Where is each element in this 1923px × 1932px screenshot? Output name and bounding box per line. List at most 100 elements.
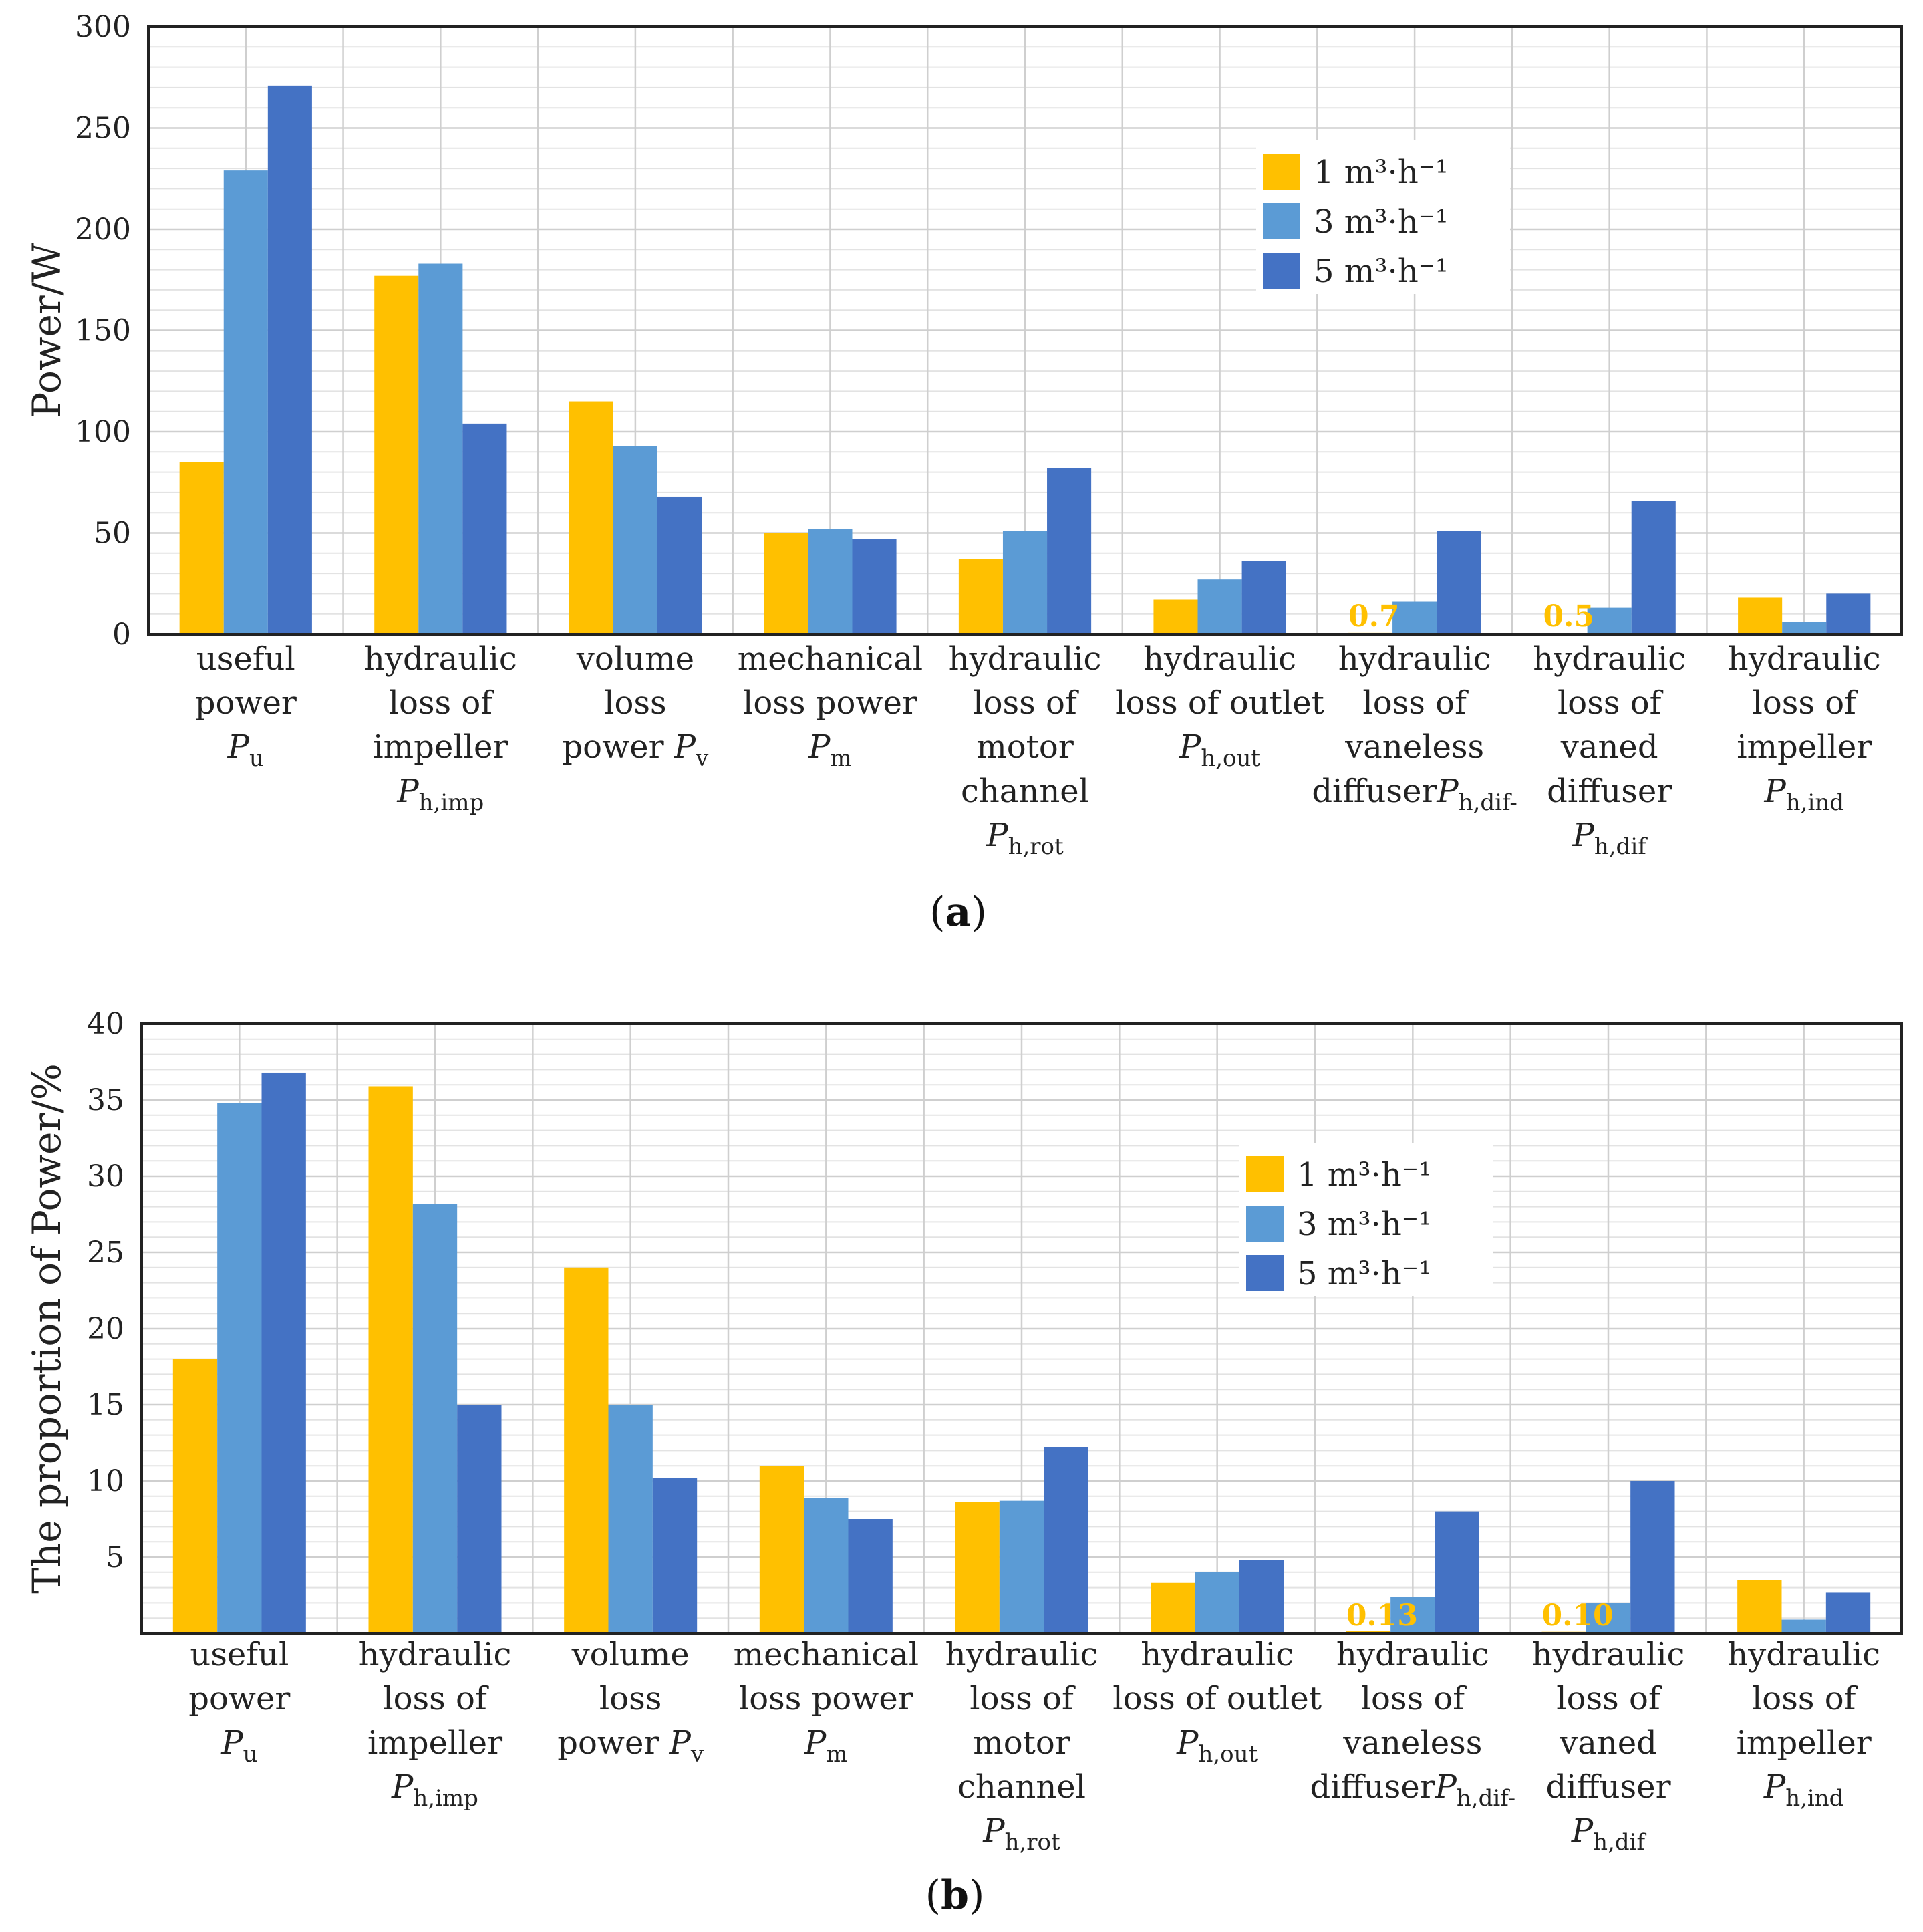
y-tick-label: 50	[94, 517, 131, 551]
category-label-6: hydraulic loss of vaneless diffuserPh,dif-	[1310, 1636, 1516, 1812]
bar-series2-cat8	[1826, 593, 1871, 634]
category-label-line: hydraulic	[364, 640, 517, 678]
category-label-2: volume loss power Pv	[557, 1636, 704, 1768]
category-label-line: hydraulic	[1532, 1636, 1685, 1673]
category-label-symbol: Pm	[808, 728, 852, 772]
category-label-line: loss of	[1556, 1680, 1662, 1717]
bar-series0-cat0	[172, 1359, 218, 1633]
bar-series2-cat0	[267, 85, 312, 635]
category-label-line: useful	[190, 1636, 289, 1673]
bar-series2-cat6	[1435, 1511, 1479, 1633]
y-tick-label: 150	[75, 314, 131, 348]
panel-label: (a)	[929, 889, 987, 936]
category-label-symbol: Ph,ind	[1763, 1768, 1844, 1812]
category-label-line: mechanical	[738, 640, 923, 678]
category-label-line: hydraulic	[1336, 1636, 1489, 1673]
category-label-line: mechanical	[734, 1636, 919, 1673]
chart-panel-b: 0.13 0.10 5 10 15 20 25 30 35 40 The proportion of…	[24, 1007, 1903, 1919]
category-label-line: channel	[961, 773, 1089, 810]
category-label-line: diffuser	[1547, 773, 1672, 810]
category-label-line: impeller	[367, 1724, 502, 1762]
y-tick-label: 250	[75, 112, 131, 146]
category-label-line: diffuser	[1545, 1768, 1670, 1806]
bar-series2-cat6	[1437, 531, 1481, 634]
bar-series2-cat1	[457, 1405, 502, 1633]
category-label-symbol: Ph,dif	[1571, 1812, 1647, 1856]
bar-series1-cat7	[1587, 607, 1632, 634]
bar-series0-cat1	[368, 1086, 413, 1633]
category-label-line: power	[188, 1680, 290, 1717]
category-label-symbol: diffuserPh,dif-	[1312, 773, 1517, 816]
y-tick-label: 15	[87, 1388, 124, 1422]
legend-entry-2: 5 m³·h⁻¹	[1297, 1255, 1431, 1292]
y-tick-label: 10	[87, 1464, 124, 1498]
category-label-line: loss of outlet	[1115, 684, 1324, 722]
bar-series1-cat3	[804, 1498, 849, 1633]
category-label-symbol: Pu	[220, 1724, 257, 1768]
category-label-line: loss of	[389, 684, 495, 722]
category-label-line: loss of	[1558, 684, 1664, 722]
bar-series0-cat3	[759, 1466, 804, 1633]
value-label: 0.10	[1541, 1599, 1613, 1633]
y-tick-label: 5	[106, 1540, 124, 1574]
bar-series1-cat8	[1781, 1619, 1826, 1633]
bar-series2-cat3	[852, 539, 897, 634]
category-label-7: hydraulic loss of vaned diffuser Ph,dif	[1532, 1636, 1685, 1856]
bar-series2-cat8	[1825, 1592, 1871, 1633]
category-label-3: mechanical loss power Pm	[734, 1636, 919, 1768]
bar-series1-cat6	[1390, 1597, 1435, 1633]
legend-swatch-1	[1246, 1206, 1284, 1242]
category-label-line: vaneless	[1342, 1724, 1482, 1762]
category-label-line: hydraulic	[1728, 640, 1881, 678]
legend-swatch-2	[1263, 253, 1300, 289]
legend-entry-2: 5 m³·h⁻¹	[1314, 253, 1448, 290]
category-label-line: hydraulic	[945, 1636, 1098, 1673]
category-label-line: hydraulic	[1338, 640, 1491, 678]
category-label-line: hydraulic	[359, 1636, 512, 1673]
bar-series0-cat8	[1737, 1580, 1782, 1633]
legend-entry-0: 1 m³·h⁻¹	[1297, 1156, 1431, 1194]
bar-series1-cat1	[412, 1204, 458, 1633]
y-tick-label: 100	[75, 415, 131, 449]
y-tick-label: 40	[87, 1007, 124, 1041]
legend-entry-1: 3 m³·h⁻¹	[1314, 203, 1448, 241]
legend: 1 m³·h⁻¹ 3 m³·h⁻¹ 5 m³·h⁻¹	[1256, 140, 1510, 294]
category-label-4: hydraulic loss of motor channel Ph,rot	[945, 1636, 1098, 1856]
category-label-0: useful power Pu	[188, 1636, 290, 1768]
category-label-line: loss of	[970, 1680, 1076, 1717]
plot-frame	[147, 25, 1903, 636]
category-label-line: vaneless	[1344, 728, 1484, 766]
category-label-line: loss of	[1361, 1680, 1467, 1717]
bar-series0-cat5	[1151, 1582, 1195, 1633]
y-tick-label: 300	[75, 10, 131, 44]
category-label-symbol: Ph,ind	[1763, 773, 1844, 816]
value-label: 0.5	[1543, 599, 1595, 634]
y-axis-label: Power/W	[24, 243, 69, 418]
bar-series2-cat2	[652, 1478, 698, 1633]
category-label-line: impeller	[1737, 1724, 1872, 1762]
category-label-7: hydraulic loss of vaned diffuser Ph,dif	[1533, 640, 1686, 860]
y-tick-label: 20	[87, 1312, 124, 1346]
bar-series1-cat2	[613, 446, 657, 634]
category-label-symbol: Ph,dif	[1572, 817, 1648, 860]
category-label-8: hydraulic loss of impeller Ph,ind	[1727, 1636, 1880, 1812]
legend: 1 m³·h⁻¹ 3 m³·h⁻¹ 5 m³·h⁻¹	[1239, 1143, 1493, 1296]
category-label-line: loss of	[1362, 684, 1469, 722]
category-label-line: volume	[576, 640, 694, 678]
bar-series1-cat1	[418, 263, 463, 634]
category-label-line: loss of	[1752, 1680, 1858, 1717]
y-tick-label: 0	[112, 617, 131, 652]
bar-series0-cat4	[955, 1502, 1000, 1633]
category-label-line: hydraulic	[1533, 640, 1686, 678]
category-label-5: hydraulic loss of outlet Ph,out	[1113, 1636, 1322, 1768]
category-label-line: vaned	[1560, 728, 1658, 766]
category-label-line: loss of outlet	[1113, 1680, 1322, 1717]
category-label-1: hydraulic loss of impeller Ph,imp	[359, 1636, 512, 1812]
legend-swatch-0	[1246, 1156, 1284, 1192]
bar-series1-cat2	[608, 1405, 653, 1633]
plot-frame	[140, 1022, 1903, 1635]
category-label-symbol: Ph,imp	[391, 1768, 478, 1812]
y-axis-label: The proportion of Power/%	[24, 1063, 69, 1594]
bar-series2-cat4	[1047, 468, 1092, 634]
